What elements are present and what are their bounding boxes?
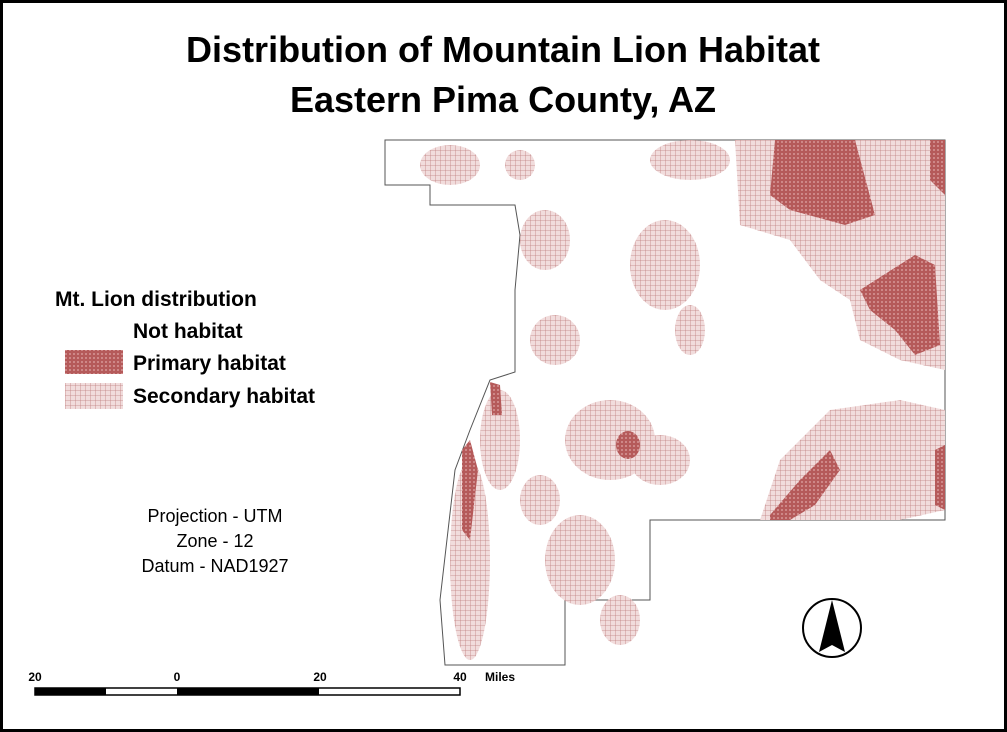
- projection-text: Projection - UTM: [147, 506, 282, 526]
- primary-habitat: [462, 140, 945, 540]
- legend-label: Secondary habitat: [133, 385, 315, 408]
- scale-label: 20: [28, 670, 42, 684]
- county-map: [384, 139, 946, 666]
- legend-label: Primary habitat: [133, 352, 286, 375]
- scale-label: 20: [313, 670, 327, 684]
- secondary-habitat: [420, 140, 945, 660]
- title-line: Eastern Pima County, AZ: [290, 79, 716, 120]
- scale-label: 0: [174, 670, 181, 684]
- projection-text: Zone - 12: [176, 531, 253, 551]
- scale-label: 40: [453, 670, 467, 684]
- legend-swatch: [65, 350, 123, 374]
- title-line: Distribution of Mountain Lion Habitat: [186, 29, 820, 70]
- scale-unit: Miles: [485, 670, 515, 684]
- legend-swatch: [65, 383, 123, 409]
- scale-bar: 20 0 20 40 Miles: [28, 670, 515, 696]
- north-arrow: [802, 598, 862, 658]
- legend-swatch: [65, 320, 123, 342]
- projection-text: Datum - NAD1927: [141, 556, 288, 576]
- legend-label: Not habitat: [133, 320, 243, 343]
- legend-title: Mt. Lion distribution: [55, 288, 257, 311]
